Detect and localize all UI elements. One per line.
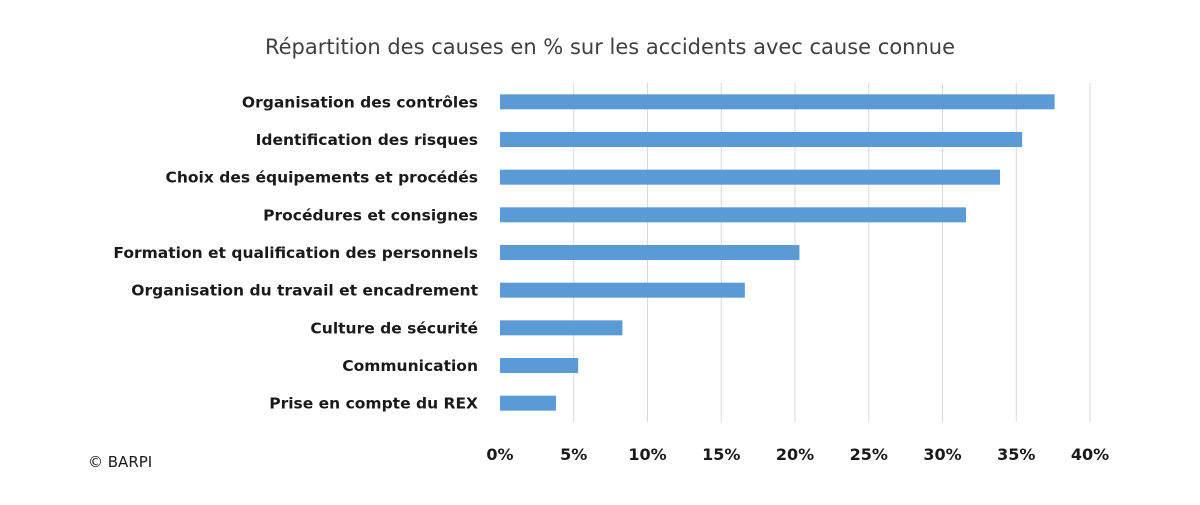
bar xyxy=(500,358,579,373)
bar xyxy=(500,245,800,260)
copyright-credit: © BARPI xyxy=(88,453,152,471)
category-label: Procédures et consignes xyxy=(263,206,478,224)
category-label: Organisation du travail et encadrement xyxy=(131,282,478,300)
bar xyxy=(500,320,623,336)
bar xyxy=(500,207,967,223)
category-labels: Organisation des contrôles Identification… xyxy=(113,93,478,412)
x-tick-label: 0% xyxy=(486,445,513,464)
bar xyxy=(500,282,745,298)
x-tick-label: 30% xyxy=(923,445,961,464)
bar xyxy=(500,94,1055,110)
category-label: Prise en compte du REX xyxy=(269,395,478,413)
x-tick-label: 25% xyxy=(850,445,888,464)
category-label: Culture de sécurité xyxy=(310,319,478,337)
bar xyxy=(500,395,557,411)
category-label: Identification des risques xyxy=(256,131,478,149)
x-tick-label: 40% xyxy=(1071,445,1109,464)
x-tick-label: 15% xyxy=(702,445,740,464)
category-label: Organisation des contrôles xyxy=(242,93,478,111)
bars-layer xyxy=(500,94,1055,411)
category-label: Choix des équipements et procédés xyxy=(165,169,478,187)
x-tick-label: 5% xyxy=(560,445,587,464)
chart-title: Répartition des causes en % sur les acci… xyxy=(265,35,955,59)
x-tick-label: 35% xyxy=(997,445,1035,464)
category-label: Communication xyxy=(342,357,478,375)
x-axis-tick-labels: 0% 5% 10% 15% 20% 25% 30% 35% 40% xyxy=(486,445,1109,464)
bar xyxy=(500,169,1001,185)
bar xyxy=(500,132,1023,147)
x-tick-label: 10% xyxy=(628,445,666,464)
category-label: Formation et qualification des personnel… xyxy=(113,244,478,262)
x-tick-label: 20% xyxy=(776,445,814,464)
